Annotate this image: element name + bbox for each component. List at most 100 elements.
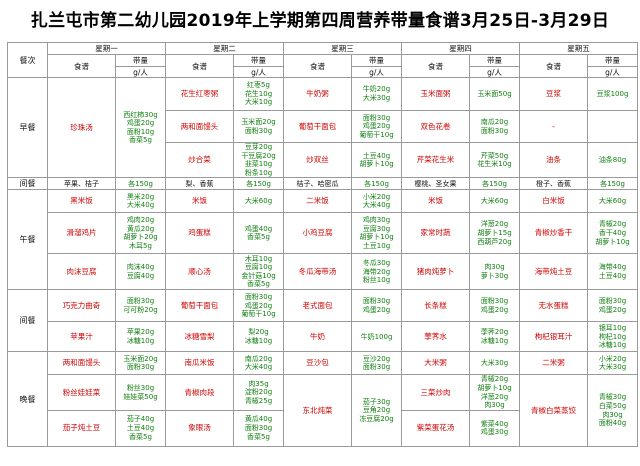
unit-header-tue: g/人 — [233, 66, 284, 78]
snack1-qty-wed: 各150g — [351, 177, 402, 191]
breakfast-dish-tue: 炒合菜 — [165, 141, 234, 179]
snack2-dish-mon: 苹果汁 — [47, 321, 116, 353]
lunch-dish-thu: 米饭 — [401, 189, 470, 214]
dinner-qty-thu: 大米30g — [469, 351, 520, 376]
snack2-qty-thu: 荸荠20g 冰糖10g — [469, 321, 520, 353]
dinner-qty-mon: 茄子40g 土豆40g 香菜5g — [115, 409, 166, 447]
snack1-qty-fri: 各150g — [587, 177, 638, 191]
snack1-qty-tue: 各150g — [233, 177, 284, 191]
dinner-qty-mon: 玉米面20g 面粉30g — [115, 351, 166, 376]
snack2-dish-thu: 荸荠水 — [401, 321, 470, 353]
breakfast-qty-fri — [587, 110, 638, 143]
lunch-dish-mon: 黑米饭 — [47, 189, 116, 214]
dinner-dish-wed: 豆沙包 — [283, 351, 352, 376]
breakfast-qty-thu: 玉米面50g — [469, 77, 520, 111]
lunch-dish-tue: 鸡蛋糕 — [165, 212, 234, 255]
dinner-dish-wed: 东北炖菜 — [283, 374, 352, 447]
snack2-dish-fri: 无水蛋糕 — [519, 289, 588, 323]
snack2-dish-wed: 老式面包 — [283, 289, 352, 323]
lunch-qty-tue: 木耳10g 豆腐10g 金针菇10g 香菜5g — [233, 253, 284, 291]
breakfast-qty-tue: 红枣5g 花生10g 大米10g — [233, 77, 284, 111]
snack2-qty-mon: 苹果20g 冰糖10g — [115, 321, 166, 353]
snack1-qty-mon: 各150g — [115, 177, 166, 191]
recipe-header-mon: 食谱 — [47, 54, 116, 78]
breakfast-dish-fri: 油条 — [519, 141, 588, 179]
snack2-dish-wed: 牛奶 — [283, 321, 352, 353]
snack2-qty-fri: 银耳10g 枸杞10g 冰糖10g — [587, 321, 638, 353]
dinner-dish-mon: 茄子炖土豆 — [47, 409, 116, 447]
menu-table: 餐次 星期一 星期二 星期三 星期四 星期五 食谱 带量 食谱 带量 食谱 带量 食谱 带量 食谱 带量 g/人… — [7, 42, 638, 447]
snack2-qty-tue: 梨20g 冰糖10g — [233, 321, 284, 353]
dinner-dish-tue: 象眼汤 — [165, 409, 234, 447]
breakfast-dish-wed: 葡萄干面包 — [283, 110, 352, 143]
dinner-dish-thu: 紫菜蛋花汤 — [401, 409, 470, 447]
amount-header-fri: 带量 — [587, 54, 638, 67]
recipe-header-thu: 食谱 — [401, 54, 470, 78]
breakfast-qty-fri: 油条80g — [587, 141, 638, 179]
breakfast-qty-tue: 玉米面20g 面粉30g — [233, 110, 284, 143]
meal-label-dinner: 晚餐 — [7, 351, 48, 447]
lunch-dish-wed: 冬瓜海带汤 — [283, 253, 352, 291]
dinner-qty-thu: 青椒20g 胡萝卜10g 洋葱20g 肉30g — [469, 374, 520, 411]
breakfast-dish-thu: 双色花卷 — [401, 110, 470, 143]
day-header-wed: 星期三 — [283, 42, 402, 55]
breakfast-qty-mon: 西红柿30g 鸡蛋20g 面粉10g 香菜5g — [115, 76, 166, 179]
dinner-qty-wed: 茄子30g 豆角20g 冻豆腐20g — [351, 374, 402, 447]
lunch-dish-fri: 白米饭 — [519, 189, 588, 214]
snack1-fruit-tue: 梨、香蕉 — [165, 177, 234, 191]
breakfast-qty-thu: 芹菜50g 花生米10g — [469, 141, 520, 179]
meal-label-breakfast: 早餐 — [7, 76, 48, 179]
recipe-header-wed: 食谱 — [283, 54, 352, 78]
dinner-dish-tue: 青椒肉段 — [165, 374, 234, 411]
lunch-qty-tue: 鸡蛋40g 香菜5g — [233, 212, 284, 255]
breakfast-dish-thu: 芹菜花生米 — [401, 141, 470, 179]
snack1-fruit-thu: 樱桃、圣女果 — [401, 177, 470, 191]
dinner-dish-fri: 青椒白菜蒸饺 — [519, 374, 588, 447]
lunch-qty-tue: 大米60g — [233, 189, 284, 214]
breakfast-dish-fri: 豆浆 — [519, 77, 588, 111]
snack2-dish-thu: 长条糕 — [401, 289, 470, 323]
dinner-qty-thu: 紫菜40g 鸡蛋30g — [469, 409, 520, 447]
lunch-qty-mon: 鸡肉20g 黄瓜20g 胡萝卜20g 木耳5g — [115, 212, 166, 255]
unit-header-mon: g/人 — [115, 66, 166, 78]
day-header-thu: 星期四 — [401, 42, 520, 55]
day-header-mon: 星期一 — [47, 42, 166, 55]
unit-header-wed: g/人 — [351, 66, 402, 78]
day-header-tue: 星期二 — [165, 42, 284, 55]
lunch-dish-tue: 米饭 — [165, 189, 234, 214]
dinner-dish-thu: 大米粥 — [401, 351, 470, 376]
breakfast-qty-tue: 豆芽20g 干豆腐20g 韭菜10g 粉条10g — [233, 141, 284, 179]
page-title: 扎兰屯市第二幼儿园2019年上学期第四周营养带量食谱3月25日-3月29日 — [30, 11, 610, 31]
dinner-qty-wed: 豆沙20g 面粉30g — [351, 351, 402, 376]
snack2-dish-fri: 枸杞银耳汁 — [519, 321, 588, 353]
snack2-qty-fri: 面粉30g 鸡蛋20g — [587, 289, 638, 323]
dinner-dish-mon: 粉丝娃娃菜 — [47, 374, 116, 411]
snack2-dish-mon: 巧克力曲奇 — [47, 289, 116, 323]
amount-header-tue: 带量 — [233, 54, 284, 67]
breakfast-dish-wed: 炒双丝 — [283, 141, 352, 179]
lunch-dish-tue: 顺心汤 — [165, 253, 234, 291]
lunch-qty-wed: 小米20g 大米40g — [351, 189, 402, 214]
snack2-qty-tue: 面粉30g 鸡蛋20g 葡萄干10g — [233, 289, 284, 323]
lunch-dish-wed: 二米饭 — [283, 189, 352, 214]
dinner-dish-thu: 三菜炒肉 — [401, 374, 470, 411]
lunch-dish-thu: 猪肉炖萝卜 — [401, 253, 470, 291]
breakfast-dish-wed: 牛奶粥 — [283, 77, 352, 111]
breakfast-qty-wed: 面粉30g 鸡蛋20g 葡萄干10g — [351, 110, 402, 143]
unit-header-fri: g/人 — [587, 66, 638, 78]
lunch-dish-wed: 小鸡豆腐 — [283, 212, 352, 255]
breakfast-dish-thu: 玉米面粥 — [401, 77, 470, 111]
amount-header-wed: 带量 — [351, 54, 402, 67]
recipe-header-fri: 食谱 — [519, 54, 588, 78]
snack2-dish-tue: 葡萄干面包 — [165, 289, 234, 323]
dinner-qty-tue: 南瓜20g 大米40g — [233, 351, 284, 376]
snack2-qty-wed: 牛奶100g — [351, 321, 402, 353]
dinner-dish-mon: 两和面馒头 — [47, 351, 116, 376]
dinner-qty-fri: 小米20g 大米30g — [587, 351, 638, 376]
lunch-qty-fri: 青椒20g 香干40g 胡萝卜10g — [587, 212, 638, 255]
meal-label-snack1: 间餐 — [7, 177, 48, 191]
snack1-fruit-fri: 橙子、香蕉 — [519, 177, 588, 191]
day-header-fri: 星期五 — [519, 42, 638, 55]
lunch-qty-wed: 鸡肉30g 豆腐30g 胡萝卜10g 土豆10g — [351, 212, 402, 255]
dinner-qty-mon: 粉丝30g 娃娃菜50g — [115, 374, 166, 411]
